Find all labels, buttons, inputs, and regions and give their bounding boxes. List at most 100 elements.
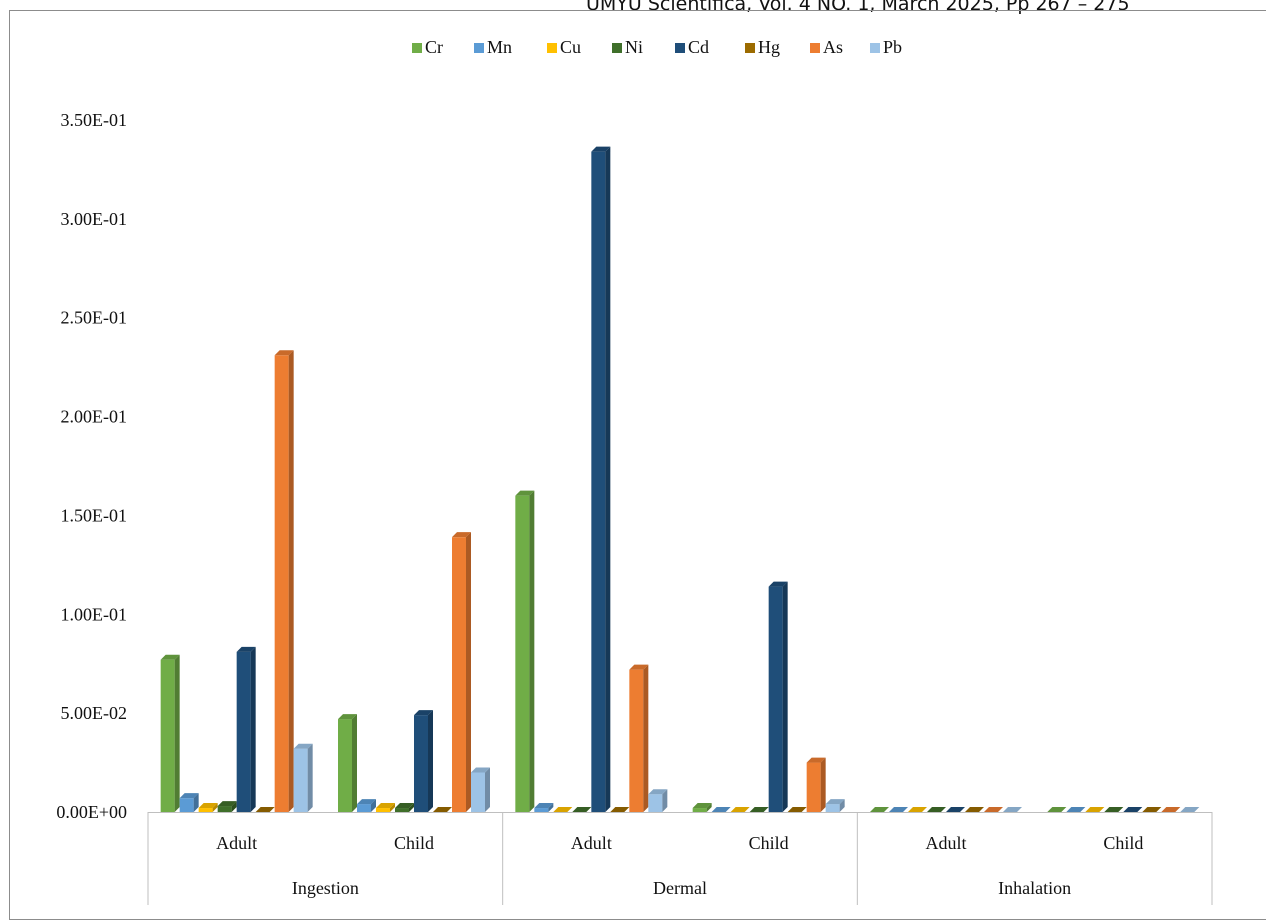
legend-label-cr: Cr (425, 37, 443, 57)
bar-side (643, 664, 649, 812)
bar-as (806, 757, 826, 812)
bar-side (409, 803, 414, 812)
bar-top (160, 654, 180, 660)
bar-cr (1047, 807, 1067, 812)
bar-cu (198, 803, 218, 812)
bar-front (806, 762, 821, 812)
bar-top (889, 807, 908, 812)
legend-label-cu: Cu (560, 37, 581, 57)
legend-label-mn: Mn (487, 37, 512, 57)
bar-cr (338, 714, 357, 812)
bar-top (471, 767, 490, 773)
bar-top (433, 807, 452, 812)
bar-front (534, 808, 549, 812)
bar-cu (1085, 807, 1105, 812)
bar-top (1123, 807, 1143, 812)
bar-ni (217, 801, 237, 812)
legend-label-ni: Ni (625, 37, 643, 57)
bar-top (179, 793, 199, 799)
bar-top (1085, 807, 1105, 812)
bar-front (515, 495, 530, 812)
bar-ni (749, 807, 769, 812)
bar-top (749, 807, 769, 812)
page-header: UMYU Scientifica, Vol. 4 NO. 1, March 20… (586, 0, 1130, 15)
bar-hg (787, 807, 807, 812)
bar-front (357, 804, 371, 812)
bar-top (1180, 807, 1200, 812)
bar-cd (236, 646, 256, 812)
bar-side (605, 146, 611, 813)
bar-top (274, 350, 294, 356)
bar-side (288, 350, 294, 812)
bar-top (217, 801, 237, 807)
bar-cr (160, 654, 180, 812)
bar-top (293, 743, 313, 749)
x-category-label: Adult (571, 833, 612, 853)
bar-front (591, 151, 606, 813)
bar-cu (376, 803, 395, 812)
bar-mn (357, 799, 376, 812)
bar-top (984, 807, 1003, 812)
bar-front (825, 804, 840, 812)
bar-top (572, 807, 592, 812)
bar-side (307, 743, 313, 812)
bar-front (471, 772, 485, 812)
x-group-label: Ingestion (292, 878, 359, 898)
bar-side (174, 654, 180, 812)
bar-side (662, 789, 668, 812)
bar-cd (1123, 807, 1143, 812)
bar-pb (471, 767, 490, 812)
y-axis: 0.00E+00 5.00E-02 1.00E-01 1.50E-01 2.00E-01… (56, 110, 127, 822)
bar-front (376, 808, 390, 812)
bar-top (629, 664, 649, 670)
legend-swatch-pb (870, 43, 880, 53)
bar-top (591, 146, 611, 152)
bar-front (274, 355, 289, 812)
bar-hg (610, 807, 630, 812)
bar-top (610, 807, 630, 812)
bar-as (1161, 807, 1181, 812)
legend-swatch-mn (474, 43, 484, 53)
bar-side (839, 799, 845, 812)
bar-pb (293, 743, 313, 812)
x-axis: Adult Child Ingestion Adult Child Dermal Adult… (147, 812, 1213, 905)
bar-cd (768, 581, 788, 812)
legend-swatch-ni (612, 43, 622, 53)
bar-ni (395, 803, 414, 812)
bar-hg (1142, 807, 1162, 812)
bar-top (825, 799, 845, 805)
bar-side (212, 803, 218, 812)
y-tick-label: 2.50E-01 (61, 308, 128, 328)
legend-label-as: As (823, 37, 843, 57)
bar-top (648, 789, 668, 795)
bar-top (927, 807, 946, 812)
x-group-label: Dermal (653, 878, 707, 898)
legend-swatch-as (810, 43, 820, 53)
bar-top (198, 803, 218, 809)
bar-top (515, 490, 535, 496)
bar-top (711, 807, 731, 812)
bar-cd (946, 807, 965, 812)
bar-side (548, 803, 554, 812)
legend-swatch-cr (412, 43, 422, 53)
legend: Cr Mn Cu Ni Cd Hg As Pb (412, 37, 902, 57)
bar-top (1047, 807, 1067, 812)
bar-top (534, 803, 554, 809)
bar-front (768, 586, 783, 812)
bar-side (250, 646, 256, 812)
bar-top (806, 757, 826, 763)
bar-front (179, 798, 194, 812)
bar-pb (648, 789, 668, 812)
bar-side (485, 767, 490, 812)
bar-front (452, 537, 466, 812)
bar-side (466, 532, 471, 812)
bar-as (274, 350, 294, 812)
bar-side (428, 710, 433, 812)
bar-top (965, 807, 984, 812)
y-tick-label: 2.00E-01 (61, 407, 128, 427)
bar-top (338, 714, 357, 720)
x-category-label: Child (394, 833, 434, 853)
bar-front (692, 808, 707, 812)
legend-label-hg: Hg (758, 37, 780, 57)
bar-mn (711, 807, 731, 812)
